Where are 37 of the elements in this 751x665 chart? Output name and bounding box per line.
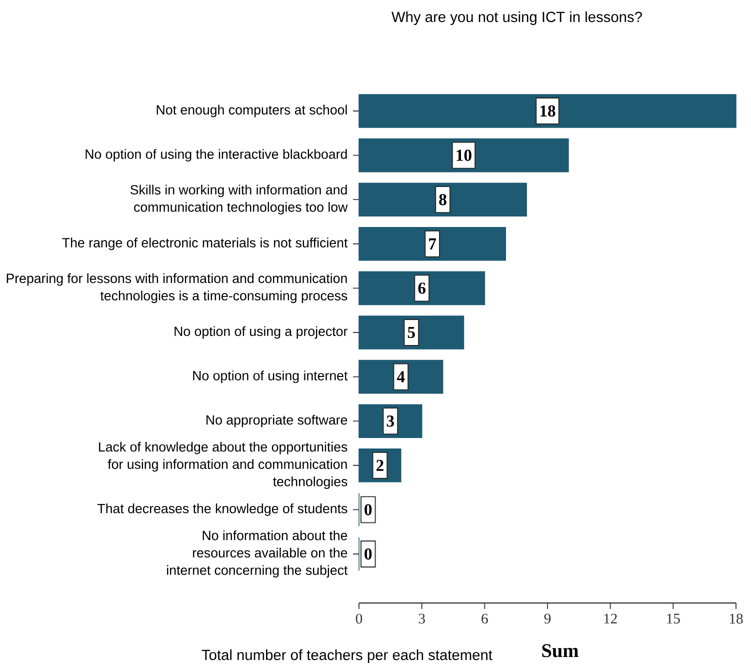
x-tick-label: 18 [730,614,743,624]
y-tick-label: Lack of knowledge about the opportunities for using information and communication technologies [99,442,348,489]
y-tick-label: Preparing for lessons with information and communication technologies is a time-consuming process [6,273,348,304]
y-tick-label: Skills in working with information and communication technologies too low [130,184,348,214]
bar [358,94,736,128]
data-label: 2 [376,460,384,471]
data-label: 3 [386,415,394,427]
chart-title: Why are you not using ICT in lessons? [392,11,642,26]
y-tick-label: That decreases the knowledge of students [97,503,348,516]
data-label: 7 [429,238,436,250]
x-tick-label: 0 [356,614,362,624]
x-tick-label: 6 [482,614,488,624]
y-tick-label: No appropriate software [206,414,348,428]
bar [358,226,506,261]
bar [358,271,486,306]
data-label: 18 [540,105,556,117]
x-tick-label: 15 [667,614,680,624]
data-label: 0 [364,548,372,560]
y-tick-label: The range of electronic materials is not sufficient [62,238,348,250]
x-tick-label: 9 [544,614,551,624]
x-axis-title: Sum [542,644,578,658]
data-label: 5 [408,326,415,338]
data-label: 0 [364,504,372,516]
y-tick-label: No information about the resources available on the internet concerning the subject [167,530,348,578]
text: Total number of teachers per each statement [202,649,492,664]
y-tick-label: No option of using the interactive blackboard [86,149,347,162]
x-tick-label: 12 [604,614,617,624]
data-label: 8 [439,194,446,206]
data-label: 10 [456,150,472,161]
data-label: 6 [418,282,426,294]
bar [358,138,569,172]
data-label: 4 [396,371,405,382]
bar [358,182,527,216]
y-tick-label: Not enough computers at school [156,104,347,118]
y-tick-label: No option of using internet [193,370,348,383]
x-tick-label: 3 [418,614,425,624]
y-tick-label: No option of using a projector [174,326,348,339]
